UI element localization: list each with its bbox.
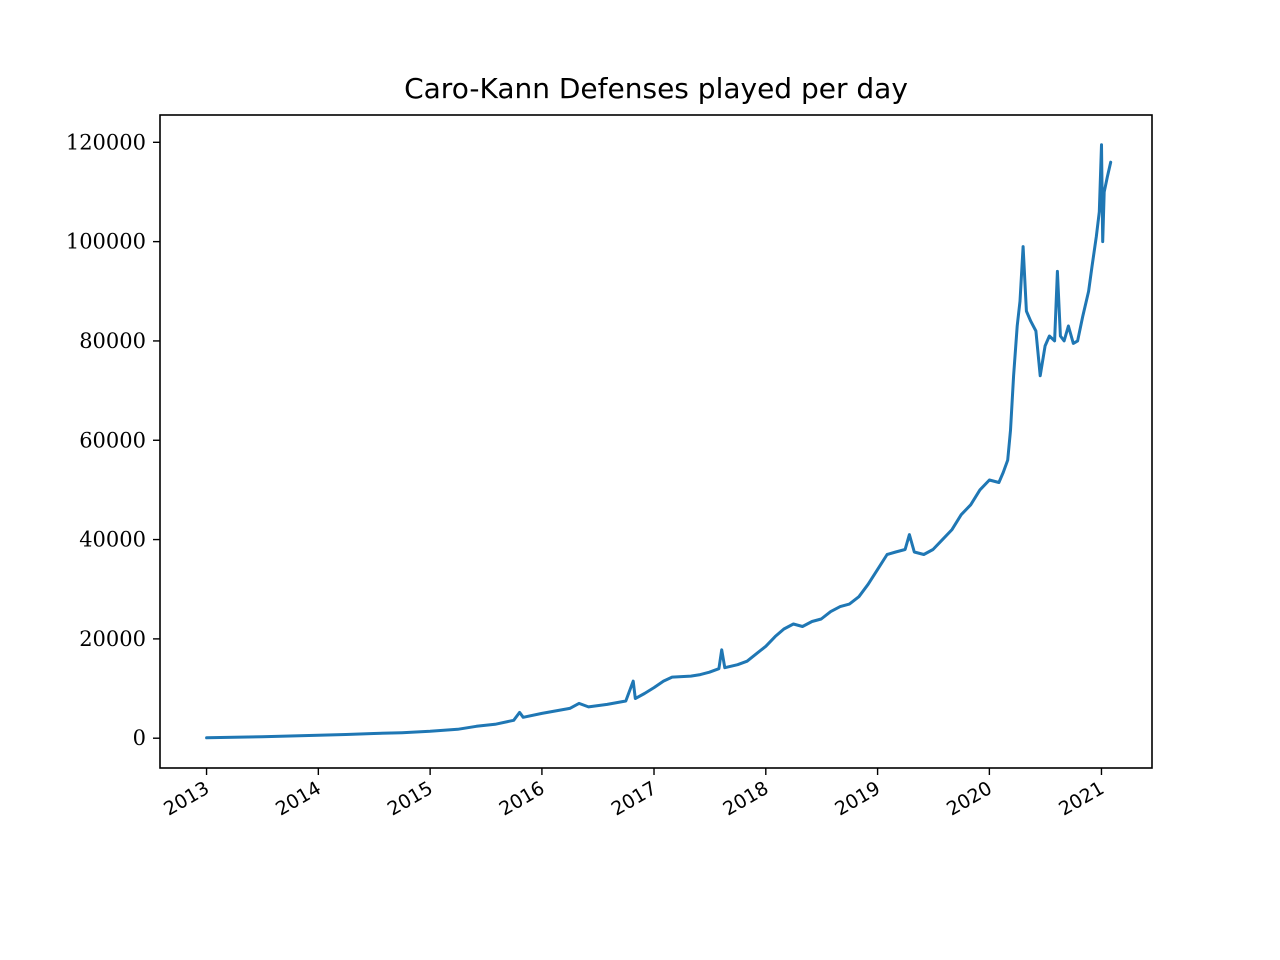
chart-title: Caro-Kann Defenses played per day (404, 72, 908, 105)
y-tick-label: 40000 (79, 528, 146, 552)
plot-background (160, 115, 1152, 768)
plot-frame (159, 114, 1153, 769)
y-tick-label: 20000 (79, 627, 146, 651)
series-line-0 (205, 143, 1113, 740)
y-tick-label: 0 (133, 726, 146, 750)
x-tick-label: 2018 (719, 777, 772, 820)
y-tick-label: 80000 (79, 329, 146, 353)
x-tick-label: 2013 (160, 777, 213, 820)
x-tick-label: 2016 (496, 777, 549, 820)
x-tick-label: 2021 (1055, 777, 1108, 820)
x-axis: 2013 2014 2015 2016 2017 2018 2019 2020 2021 (160, 768, 1108, 821)
x-tick-label: 2014 (272, 777, 325, 820)
y-tick-label: 120000 (66, 130, 146, 154)
series-layer (205, 143, 1113, 740)
y-tick-label: 60000 (79, 428, 146, 452)
x-tick-label: 2015 (384, 777, 437, 820)
x-tick-label: 2020 (943, 777, 996, 820)
y-tick-label: 100000 (66, 230, 146, 254)
x-tick-label: 2019 (831, 777, 884, 820)
y-axis: 0 20000 40000 60000 80000 100000 120000 (66, 130, 160, 750)
x-tick-label: 2017 (608, 777, 661, 820)
